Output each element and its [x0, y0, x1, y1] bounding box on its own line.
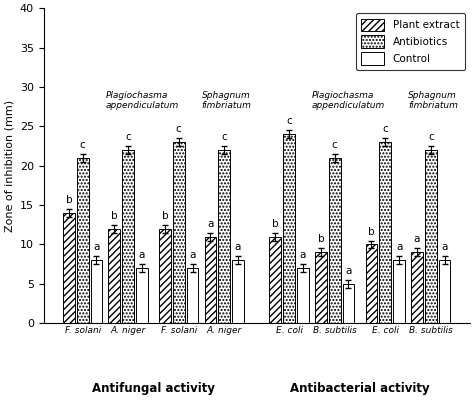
Bar: [365, 244, 377, 323]
Text: Plagiochasma
appendiculatum: Plagiochasma appendiculatum: [312, 91, 385, 110]
Bar: [270, 237, 281, 323]
Bar: [393, 260, 405, 323]
Bar: [63, 213, 75, 323]
Text: Sphagnum
fimbriatum: Sphagnum fimbriatum: [408, 91, 458, 110]
Text: b: b: [162, 211, 168, 221]
Bar: [77, 158, 89, 323]
Bar: [329, 158, 340, 323]
Text: Antibacterial activity: Antibacterial activity: [290, 382, 430, 395]
Text: b: b: [111, 211, 118, 221]
Text: Antifungal activity: Antifungal activity: [92, 382, 215, 395]
Text: a: a: [300, 250, 306, 260]
Text: a: a: [235, 242, 241, 252]
Text: a: a: [396, 242, 402, 252]
Bar: [232, 260, 244, 323]
Text: c: c: [221, 132, 227, 142]
Bar: [411, 252, 423, 323]
Text: Sphagnum
fimbriatum: Sphagnum fimbriatum: [201, 91, 251, 110]
Bar: [379, 142, 391, 323]
Bar: [187, 268, 199, 323]
Text: b: b: [65, 195, 72, 205]
Bar: [425, 150, 437, 323]
Text: a: a: [345, 266, 352, 276]
Text: c: c: [286, 116, 292, 126]
Bar: [136, 268, 148, 323]
Text: a: a: [207, 219, 214, 229]
Text: a: a: [93, 242, 100, 252]
Text: b: b: [368, 227, 375, 237]
Y-axis label: Zone of inhibition (mm): Zone of inhibition (mm): [4, 100, 14, 232]
Text: c: c: [176, 124, 182, 134]
Bar: [173, 142, 184, 323]
Text: b: b: [318, 234, 324, 244]
Bar: [205, 237, 216, 323]
Bar: [122, 150, 134, 323]
Bar: [315, 252, 327, 323]
Bar: [297, 268, 309, 323]
Bar: [283, 134, 295, 323]
Text: a: a: [414, 234, 420, 244]
Text: a: a: [189, 250, 196, 260]
Text: c: c: [332, 140, 337, 150]
Legend: Plant extract, Antibiotics, Control: Plant extract, Antibiotics, Control: [356, 13, 465, 70]
Text: c: c: [428, 132, 434, 142]
Bar: [343, 284, 355, 323]
Text: Plagiochasma
appendiculatum: Plagiochasma appendiculatum: [105, 91, 179, 110]
Bar: [109, 229, 120, 323]
Bar: [219, 150, 230, 323]
Bar: [91, 260, 102, 323]
Text: a: a: [441, 242, 448, 252]
Text: c: c: [125, 132, 131, 142]
Text: c: c: [80, 140, 85, 150]
Bar: [439, 260, 450, 323]
Text: c: c: [383, 124, 388, 134]
Text: b: b: [272, 219, 279, 229]
Text: a: a: [139, 250, 145, 260]
Bar: [159, 229, 171, 323]
